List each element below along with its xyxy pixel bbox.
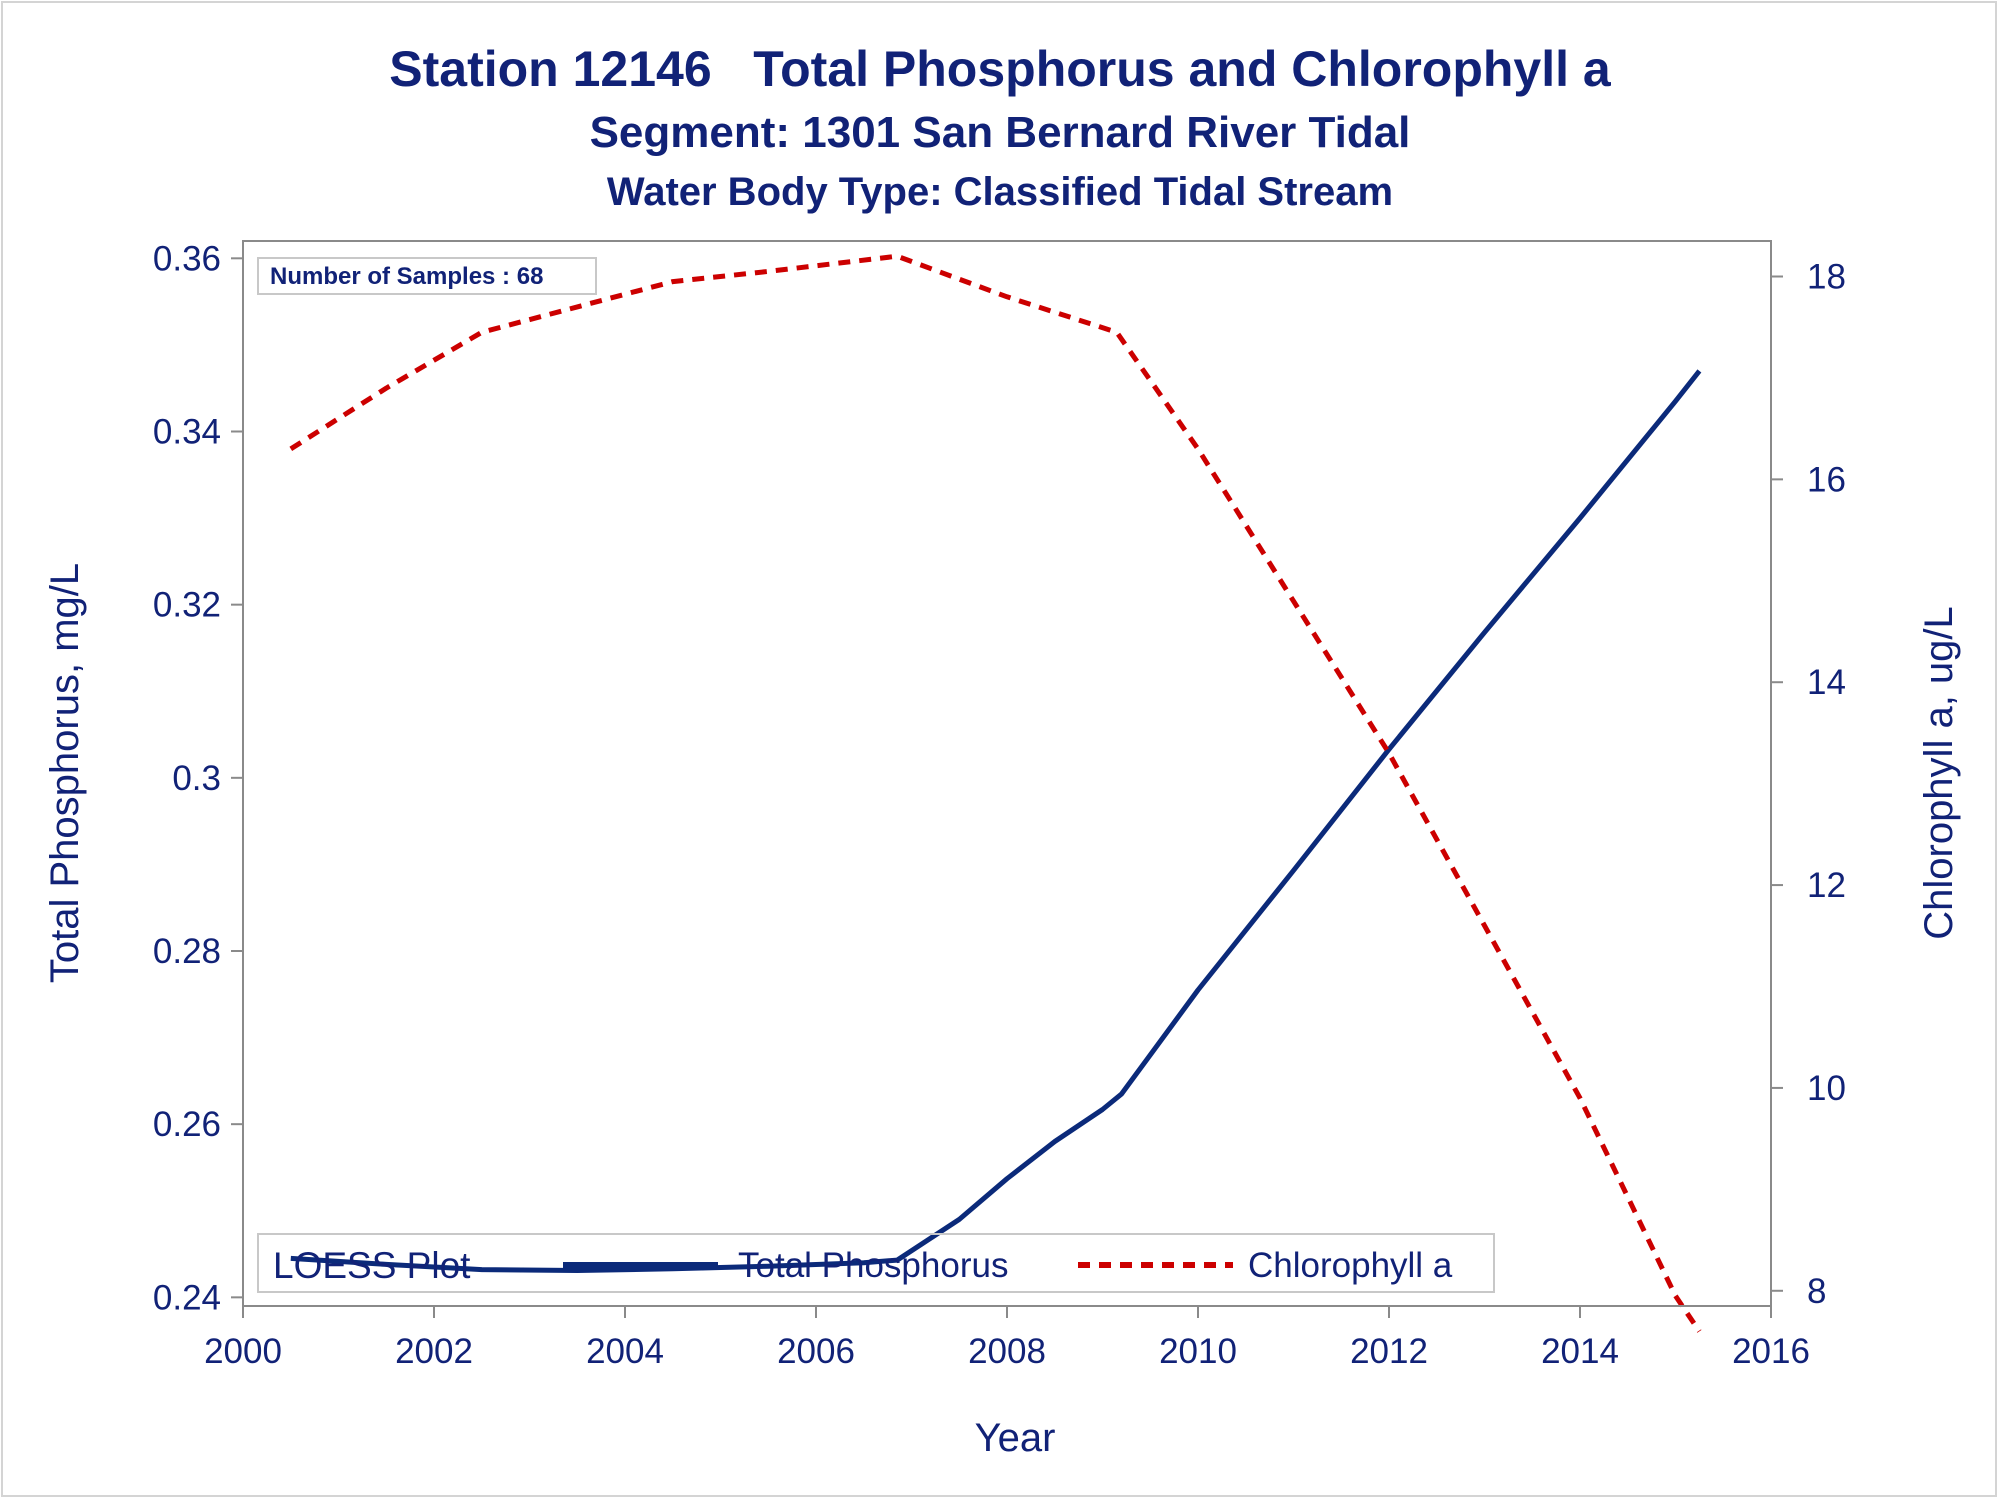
y-right-tick-label-10: 10 xyxy=(1807,1069,1846,1108)
y-axis-label-left: Total Phosphorus, mg/L xyxy=(43,563,87,983)
legend: LOESS Plot Total Phosphorus Chlorophyll … xyxy=(257,1233,1495,1293)
legend-box xyxy=(257,1233,1495,1293)
x-tick-label-2002: 2002 xyxy=(395,1332,473,1371)
series-line-chlorophyll-a xyxy=(289,253,1702,1333)
x-axis-label: Year xyxy=(975,1416,1056,1460)
chart-title: Station 12146 Total Phosphorus and Chlor… xyxy=(389,41,1611,97)
x-tick-label-2000: 2000 xyxy=(204,1332,282,1371)
y-left-tick-label-0-26: 0.26 xyxy=(153,1105,221,1144)
y-left-tick-label-0-3: 0.3 xyxy=(172,759,221,798)
samples-inset-text: Number of Samples : 68 xyxy=(270,263,543,290)
legend-label-chlorophyll-a: Chlorophyll a xyxy=(1248,1246,1453,1285)
x-tick-label-2008: 2008 xyxy=(968,1332,1046,1371)
x-tick-label-2006: 2006 xyxy=(777,1332,855,1371)
samples-inset: Number of Samples : 68 xyxy=(257,257,597,295)
chart-subtitle-2: Water Body Type: Classified Tidal Stream xyxy=(606,170,1394,214)
x-tick-label-2010: 2010 xyxy=(1159,1332,1237,1371)
y-left-tick-label-0-34: 0.34 xyxy=(153,412,221,451)
y-right-tick-label-12: 12 xyxy=(1807,866,1846,905)
samples-inset-box xyxy=(257,257,597,295)
series-layer xyxy=(289,253,1702,1333)
legend-title: LOESS Plot xyxy=(273,1245,471,1286)
y-right-tick-label-18: 18 xyxy=(1807,258,1846,297)
y-right-tick-label-16: 16 xyxy=(1807,460,1846,499)
y-left-tick-label-0-24: 0.24 xyxy=(153,1278,221,1317)
y-right-tick-label-8: 8 xyxy=(1807,1272,1826,1311)
y-left-tick-label-0-36: 0.36 xyxy=(153,239,221,278)
plot-area xyxy=(242,240,1772,1307)
x-tick-label-2014: 2014 xyxy=(1541,1332,1619,1371)
x-tick-label-2016: 2016 xyxy=(1732,1332,1810,1371)
x-tick-label-2012: 2012 xyxy=(1350,1332,1428,1371)
y-left-tick-label-0-32: 0.32 xyxy=(153,586,221,625)
series-line-total-phosphorus xyxy=(290,369,1702,1273)
y-left-tick-label-0-28: 0.28 xyxy=(153,932,221,971)
ticks-layer: 2000 2002 2004 2006 2008 2010 2012 2014 2016 0.24… xyxy=(153,239,1846,1371)
y-axis-label-right: Chlorophyll a, ug/L xyxy=(1917,606,1961,940)
chart-subtitle: Segment: 1301 San Bernard River Tidal xyxy=(589,108,1411,157)
x-tick-label-2004: 2004 xyxy=(586,1332,664,1371)
legend-label-total-phosphorus: Total Phosphorus xyxy=(738,1246,1008,1285)
y-right-tick-label-14: 14 xyxy=(1807,663,1846,702)
